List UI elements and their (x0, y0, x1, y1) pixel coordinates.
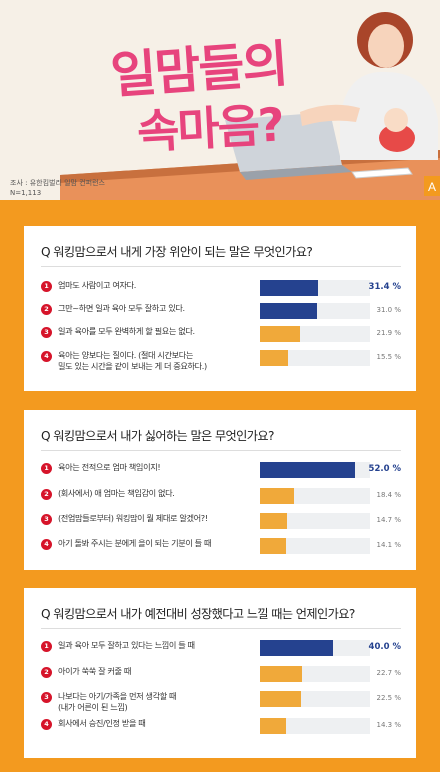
bar-track (260, 350, 370, 366)
divider (41, 628, 401, 629)
question-title: Q 워킹맘으로서 내가 싫어하는 말은 무엇인가요? (41, 429, 274, 443)
answer-number-badge: 4 (41, 539, 52, 550)
bar (260, 718, 287, 734)
question-card-2: Q 워킹맘으로서 내가 싫어하는 말은 무엇인가요? 1 육아는 전적으로 엄마 … (24, 410, 416, 570)
answer-text-line: 육아는 양보다는 질이다. (절대 시간보다는 (58, 350, 194, 360)
answer-text: 엄마도 사람이고 여자다. (58, 280, 278, 291)
answer-text-line: 아기 돌봐 주시는 분에게 을이 되는 기분이 들 때 (58, 538, 212, 548)
answer-number-badge: 4 (41, 351, 52, 362)
laptop (225, 112, 342, 172)
bar-track (260, 326, 370, 342)
question-card-1: Q 워킹맘으로서 내게 가장 위안이 되는 말은 무엇인가요? 1 엄마도 사람이… (24, 226, 416, 391)
bar (260, 691, 302, 707)
answer-text: 일과 육아를 모두 완벽하게 할 필요는 없다. (58, 326, 278, 337)
answer-text: 아기 돌봐 주시는 분에게 을이 되는 기분이 들 때 (58, 538, 278, 549)
title-line2: 속마음? (136, 97, 284, 159)
answer-text-line: 엄마도 사람이고 여자다. (58, 280, 136, 290)
survey-source: 조사 : 유한킴벌리 일맘 컨퍼런스 (10, 179, 105, 187)
answer-text-line: (전업맘들로부터) 워킹맘이 뭘 제대로 알겠어?! (58, 513, 208, 523)
title-line1: 일맘들의 (109, 35, 289, 105)
bar-track (260, 666, 370, 682)
answer-text-line: 아이가 쑥쑥 잘 커줄 때 (58, 666, 132, 676)
answer-number-badge: 2 (41, 304, 52, 315)
bar-track (260, 513, 370, 529)
value-label: 52.0 % (368, 464, 401, 474)
bar-track (260, 691, 370, 707)
answer-number-badge: 1 (41, 463, 52, 474)
bar-track (260, 462, 370, 478)
value-label: 14.1 % (376, 541, 401, 549)
answer-text-line: 일과 육아 모두 잘하고 있다는 느낌이 들 때 (58, 640, 195, 650)
answer-text: 육아는 전적으로 엄마 책임이지! (58, 462, 278, 473)
answer-number-badge: 1 (41, 641, 52, 652)
answer-text: 아이가 쑥쑥 잘 커줄 때 (58, 666, 278, 677)
header-illustration: A 일맘들의 속마음? 조사 : 유한킴벌리 일맘 컨퍼런스 N=1,113 (0, 0, 440, 200)
bar-track (260, 488, 370, 504)
header-art: A 일맘들의 속마음? (60, 12, 440, 200)
answer-text-line: 일과 육아를 모두 완벽하게 할 필요는 없다. (58, 326, 195, 336)
bar (260, 538, 286, 554)
bar (260, 640, 334, 656)
answer-text: 육아는 양보다는 질이다. (절대 시간보다는 밀도 있는 시간을 같이 보내는 … (58, 350, 278, 372)
answer-number-badge: 3 (41, 692, 52, 703)
bar-track (260, 280, 370, 296)
answer-number-badge: 2 (41, 489, 52, 500)
answer-text: 회사에서 승진/인정 받을 때 (58, 718, 278, 729)
bar (260, 326, 301, 342)
baby-face (384, 108, 408, 132)
answer-number-badge: 4 (41, 719, 52, 730)
mother-face (368, 24, 404, 68)
answer-text-line: 회사에서 승진/인정 받을 때 (58, 718, 146, 728)
answer-text: 그만~하면 일과 육아 모두 잘하고 있다. (58, 303, 278, 314)
value-label: 18.4 % (376, 491, 401, 499)
bar (260, 350, 289, 366)
value-label: 15.5 % (376, 353, 401, 361)
answer-text-line: 나보다는 아기/가족을 먼저 생각할 때 (58, 691, 177, 701)
value-label: 21.9 % (376, 329, 401, 337)
answer-text: 나보다는 아기/가족을 먼저 생각할 때 (내가 어른이 된 느낌) (58, 691, 278, 713)
laptop-base (240, 165, 352, 180)
answer-text-line: (내가 어른이 된 느낌) (58, 702, 128, 712)
answer-text: (전업맘들로부터) 워킹맘이 뭘 제대로 알겠어?! (58, 513, 278, 524)
bar (260, 462, 356, 478)
bar-track (260, 718, 370, 734)
bar-track (260, 640, 370, 656)
value-label: 14.3 % (376, 721, 401, 729)
sample-size: N=1,113 (10, 189, 42, 197)
answer-text-line: 육아는 전적으로 엄마 책임이지! (58, 462, 161, 472)
answer-text: (회사에서) 애 엄마는 책임감이 없다. (58, 488, 278, 499)
baby-body (379, 124, 415, 152)
bar (260, 488, 294, 504)
answer-number-badge: 3 (41, 514, 52, 525)
answer-number-badge: 1 (41, 281, 52, 292)
corner-mark: A (428, 180, 436, 194)
answer-text: 일과 육아 모두 잘하고 있다는 느낌이 들 때 (58, 640, 278, 651)
value-label: 31.0 % (376, 306, 401, 314)
value-label: 22.7 % (376, 669, 401, 677)
corner-mark-bg (424, 176, 440, 196)
value-label: 22.5 % (376, 694, 401, 702)
book (351, 167, 413, 179)
question-title: Q 워킹맘으로서 내게 가장 위안이 되는 말은 무엇인가요? (41, 245, 313, 259)
answer-text-line: (회사에서) 애 엄마는 책임감이 없다. (58, 488, 175, 498)
bar-track (260, 538, 370, 554)
value-label: 14.7 % (376, 516, 401, 524)
divider (41, 450, 401, 451)
question-card-3: Q 워킹맘으로서 내가 예전대비 성장했다고 느낄 때는 언제인가요? 1 일과 … (24, 588, 416, 758)
bar (260, 513, 287, 529)
answer-number-badge: 2 (41, 667, 52, 678)
bar (260, 303, 317, 319)
value-label: 31.4 % (368, 282, 401, 292)
value-label: 40.0 % (368, 642, 401, 652)
mother-arm (300, 104, 360, 126)
divider (41, 266, 401, 267)
question-title: Q 워킹맘으로서 내가 예전대비 성장했다고 느낄 때는 언제인가요? (41, 607, 355, 621)
bar-track (260, 303, 370, 319)
answer-number-badge: 3 (41, 327, 52, 338)
bar (260, 666, 302, 682)
bar (260, 280, 318, 296)
answer-text-line: 그만~하면 일과 육아 모두 잘하고 있다. (58, 303, 185, 313)
answer-text-line: 밀도 있는 시간을 같이 보내는 게 더 중요하다.) (58, 361, 207, 371)
